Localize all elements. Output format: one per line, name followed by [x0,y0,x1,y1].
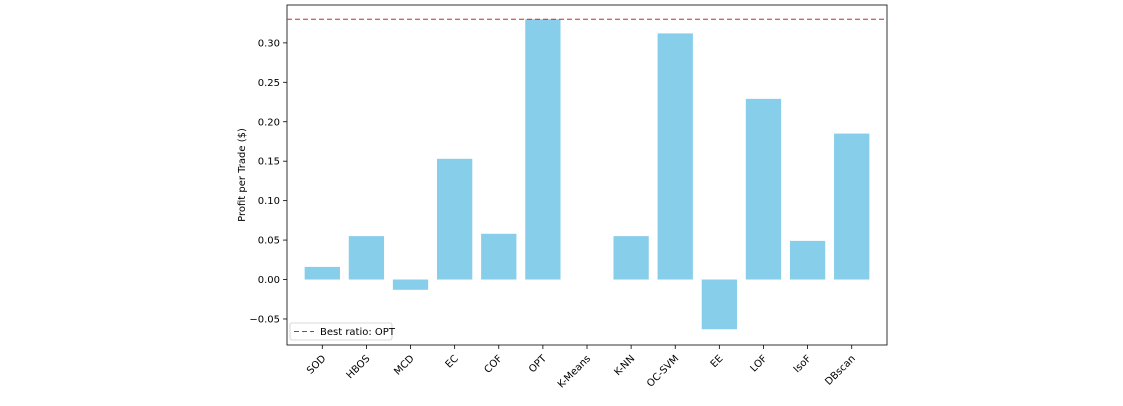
bar-opt [525,19,561,280]
y-tick-label: 0.30 [258,38,280,49]
bar-sod [304,266,340,280]
x-tick-label: COF [483,353,506,376]
x-tick-label: OPT [527,353,550,376]
x-tick-label: K-NN [612,353,637,378]
bar-mcd [392,279,429,290]
legend-box [289,322,393,341]
x-tick-label: EC [444,353,461,370]
bar-dbscan [834,133,870,280]
bar-hbos [348,236,385,280]
x-tick-label: K-Means [556,353,593,390]
bar-lof [745,98,782,280]
y-tick-label: 0.25 [258,78,280,89]
bars-group [304,19,870,330]
bar-cof [481,233,517,280]
x-tick-label: MCD [392,353,416,377]
x-tick-label: DBscan [823,353,857,387]
bar-ee [701,279,737,330]
bar-ec [437,158,473,280]
y-tick-label: 0.20 [258,117,280,128]
y-axis: −0.05 0.00 0.05 0.10 0.15 0.20 0.25 0.30 [249,38,287,325]
bar-oc-svm [657,33,693,280]
x-axis: SOD HBOS MCD EC COF OPT K-Means K-NN OC-SVM EE LOF… [305,345,858,391]
y-tick-label: −0.05 [249,314,280,325]
x-tick-label: SOD [305,353,328,376]
legend: Best ratio: OPT [289,322,396,341]
legend-label: Best ratio: OPT [320,327,396,338]
bar-k-nn [613,236,649,280]
x-tick-label: HBOS [345,353,373,381]
y-tick-label: 0.00 [258,275,280,286]
y-axis-label: Profit per Trade ($) [237,128,248,222]
plot-area [286,4,888,346]
y-tick-label: 0.15 [258,157,280,168]
bar-isof [789,240,826,280]
x-tick-label: OC-SVM [645,353,681,389]
x-tick-label: IsoF [792,353,814,375]
x-tick-label: EE [709,353,726,370]
y-tick-label: 0.05 [258,236,280,247]
x-tick-label: LOF [748,353,769,374]
y-tick-label: 0.10 [258,196,280,207]
